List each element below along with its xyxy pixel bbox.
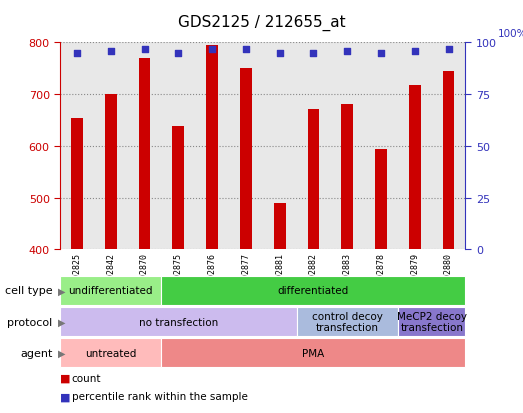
Point <box>377 50 385 57</box>
Text: MeCP2 decoy
transfection: MeCP2 decoy transfection <box>396 311 467 332</box>
Text: no transfection: no transfection <box>139 317 218 327</box>
Point <box>343 48 351 55</box>
Point <box>309 50 317 57</box>
Text: ▶: ▶ <box>58 317 65 327</box>
Bar <box>442 72 454 413</box>
Text: ▶: ▶ <box>58 348 65 358</box>
Bar <box>297 307 398 337</box>
Bar <box>274 204 286 413</box>
Point <box>411 48 419 55</box>
Text: PMA: PMA <box>302 348 325 358</box>
Bar <box>206 46 218 413</box>
Text: protocol: protocol <box>7 317 52 327</box>
Text: cell type: cell type <box>5 286 52 296</box>
Bar <box>71 118 83 413</box>
Bar <box>162 338 465 368</box>
Text: undifferentiated: undifferentiated <box>69 286 153 296</box>
Bar <box>60 307 297 337</box>
Text: GDS2125 / 212655_at: GDS2125 / 212655_at <box>178 14 345 31</box>
Text: ▶: ▶ <box>58 286 65 296</box>
Text: ■: ■ <box>60 392 71 401</box>
Bar <box>173 127 184 413</box>
Point <box>445 46 453 53</box>
Point <box>140 46 149 53</box>
Text: untreated: untreated <box>85 348 137 358</box>
Point <box>276 50 284 57</box>
Point <box>242 46 250 53</box>
Point <box>208 46 217 53</box>
Text: ■: ■ <box>60 373 71 383</box>
Bar <box>375 149 387 413</box>
Point <box>174 50 183 57</box>
Bar <box>162 276 465 306</box>
Bar <box>60 276 162 306</box>
Bar <box>398 307 465 337</box>
Text: 100%: 100% <box>498 29 523 39</box>
Bar <box>139 59 151 413</box>
Bar <box>105 95 117 413</box>
Text: percentile rank within the sample: percentile rank within the sample <box>72 392 247 401</box>
Text: differentiated: differentiated <box>278 286 349 296</box>
Point <box>107 48 115 55</box>
Text: count: count <box>72 373 101 383</box>
Bar <box>240 69 252 413</box>
Bar <box>342 104 353 413</box>
Text: control decoy
transfection: control decoy transfection <box>312 311 383 332</box>
Text: agent: agent <box>20 348 52 358</box>
Point <box>73 50 81 57</box>
Bar <box>409 86 420 413</box>
Bar <box>308 109 320 413</box>
Bar <box>60 338 162 368</box>
